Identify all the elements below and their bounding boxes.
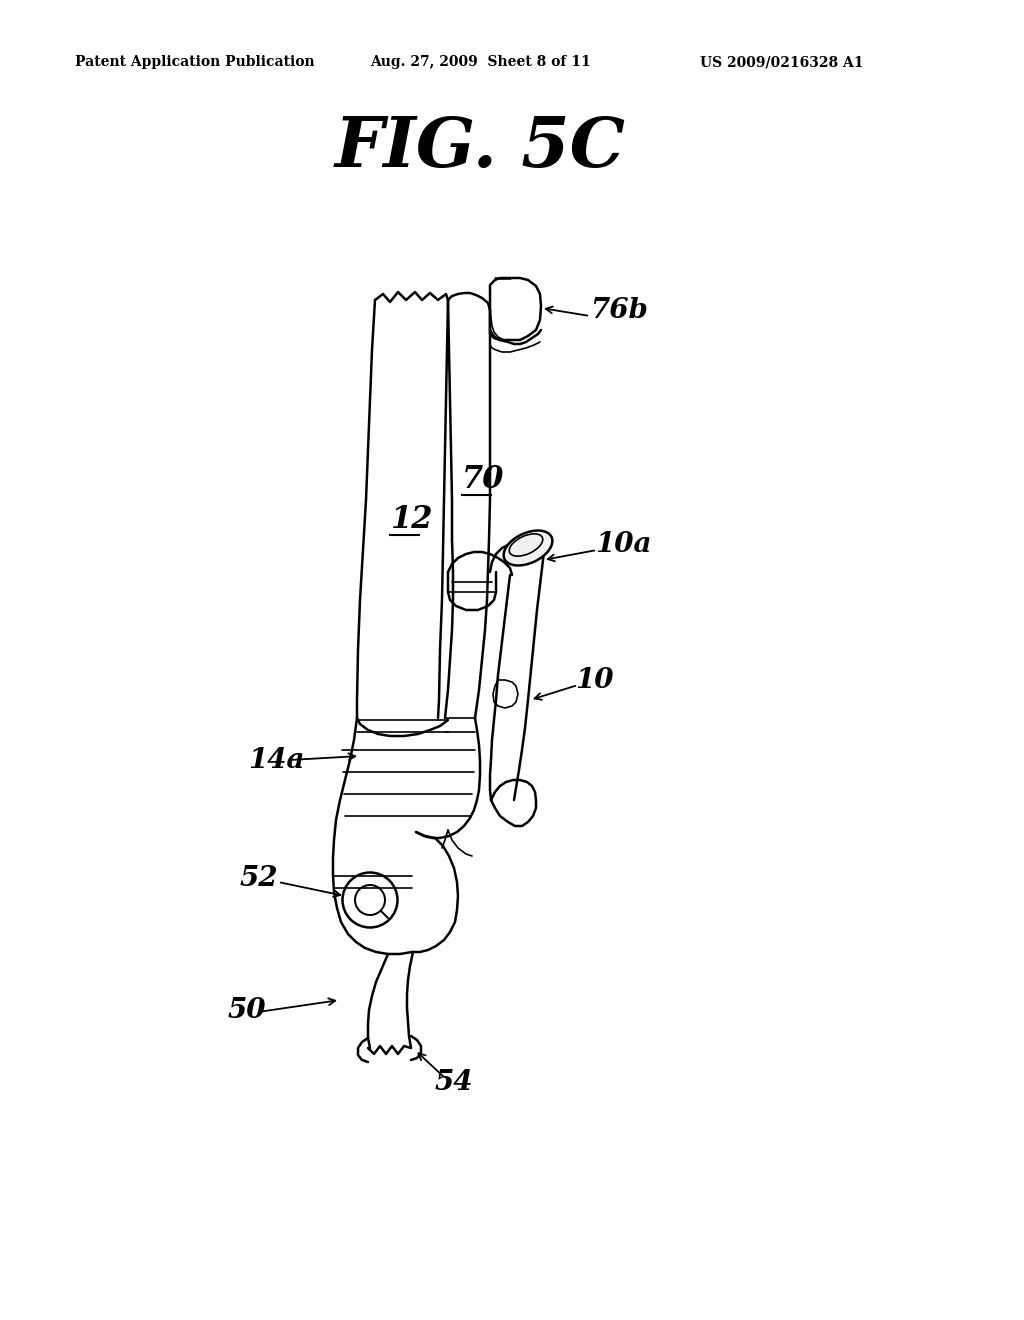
Text: 54: 54: [435, 1068, 473, 1096]
Text: US 2009/0216328 A1: US 2009/0216328 A1: [700, 55, 863, 69]
Text: 14a: 14a: [248, 747, 304, 774]
Text: 70: 70: [462, 465, 505, 495]
Text: 10a: 10a: [595, 532, 651, 558]
Text: Patent Application Publication: Patent Application Publication: [75, 55, 314, 69]
Text: FIG. 5C: FIG. 5C: [335, 115, 626, 182]
Text: 50: 50: [228, 997, 266, 1023]
Text: Aug. 27, 2009  Sheet 8 of 11: Aug. 27, 2009 Sheet 8 of 11: [370, 55, 591, 69]
Text: 12: 12: [390, 504, 432, 536]
Ellipse shape: [504, 531, 552, 565]
Text: 52: 52: [240, 865, 279, 891]
Text: 10: 10: [575, 667, 613, 693]
Text: 76b: 76b: [590, 297, 648, 323]
